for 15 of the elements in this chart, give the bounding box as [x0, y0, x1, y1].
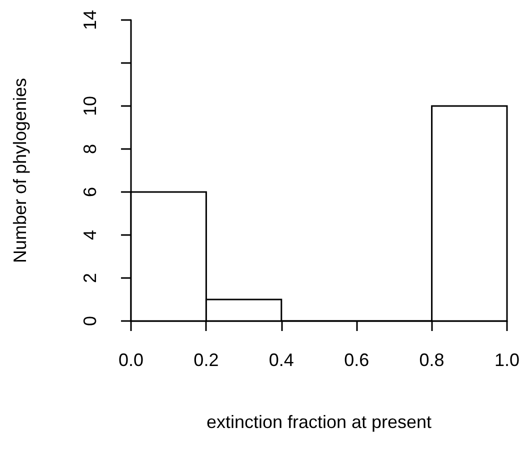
x-axis-title: extinction fraction at present [206, 412, 432, 432]
y-tick-label: 4 [80, 230, 100, 240]
x-tick-label: 0.2 [194, 350, 219, 370]
y-tick-label: 14 [80, 10, 100, 30]
x-tick-label: 0.0 [118, 350, 144, 370]
x-tick-label: 0.6 [344, 350, 370, 370]
x-tick-label: 0.8 [419, 350, 444, 370]
y-tick-label: 0 [80, 316, 100, 326]
y-tick-label: 2 [80, 272, 100, 284]
y-axis-title: Number of phylogenies [10, 78, 30, 264]
x-tick-label: 1.0 [494, 350, 520, 370]
x-tick-label: 0.4 [268, 350, 294, 370]
y-tick-label: 6 [80, 186, 100, 198]
y-tick-label: 10 [80, 96, 100, 116]
y-tick-label: 8 [80, 144, 100, 154]
